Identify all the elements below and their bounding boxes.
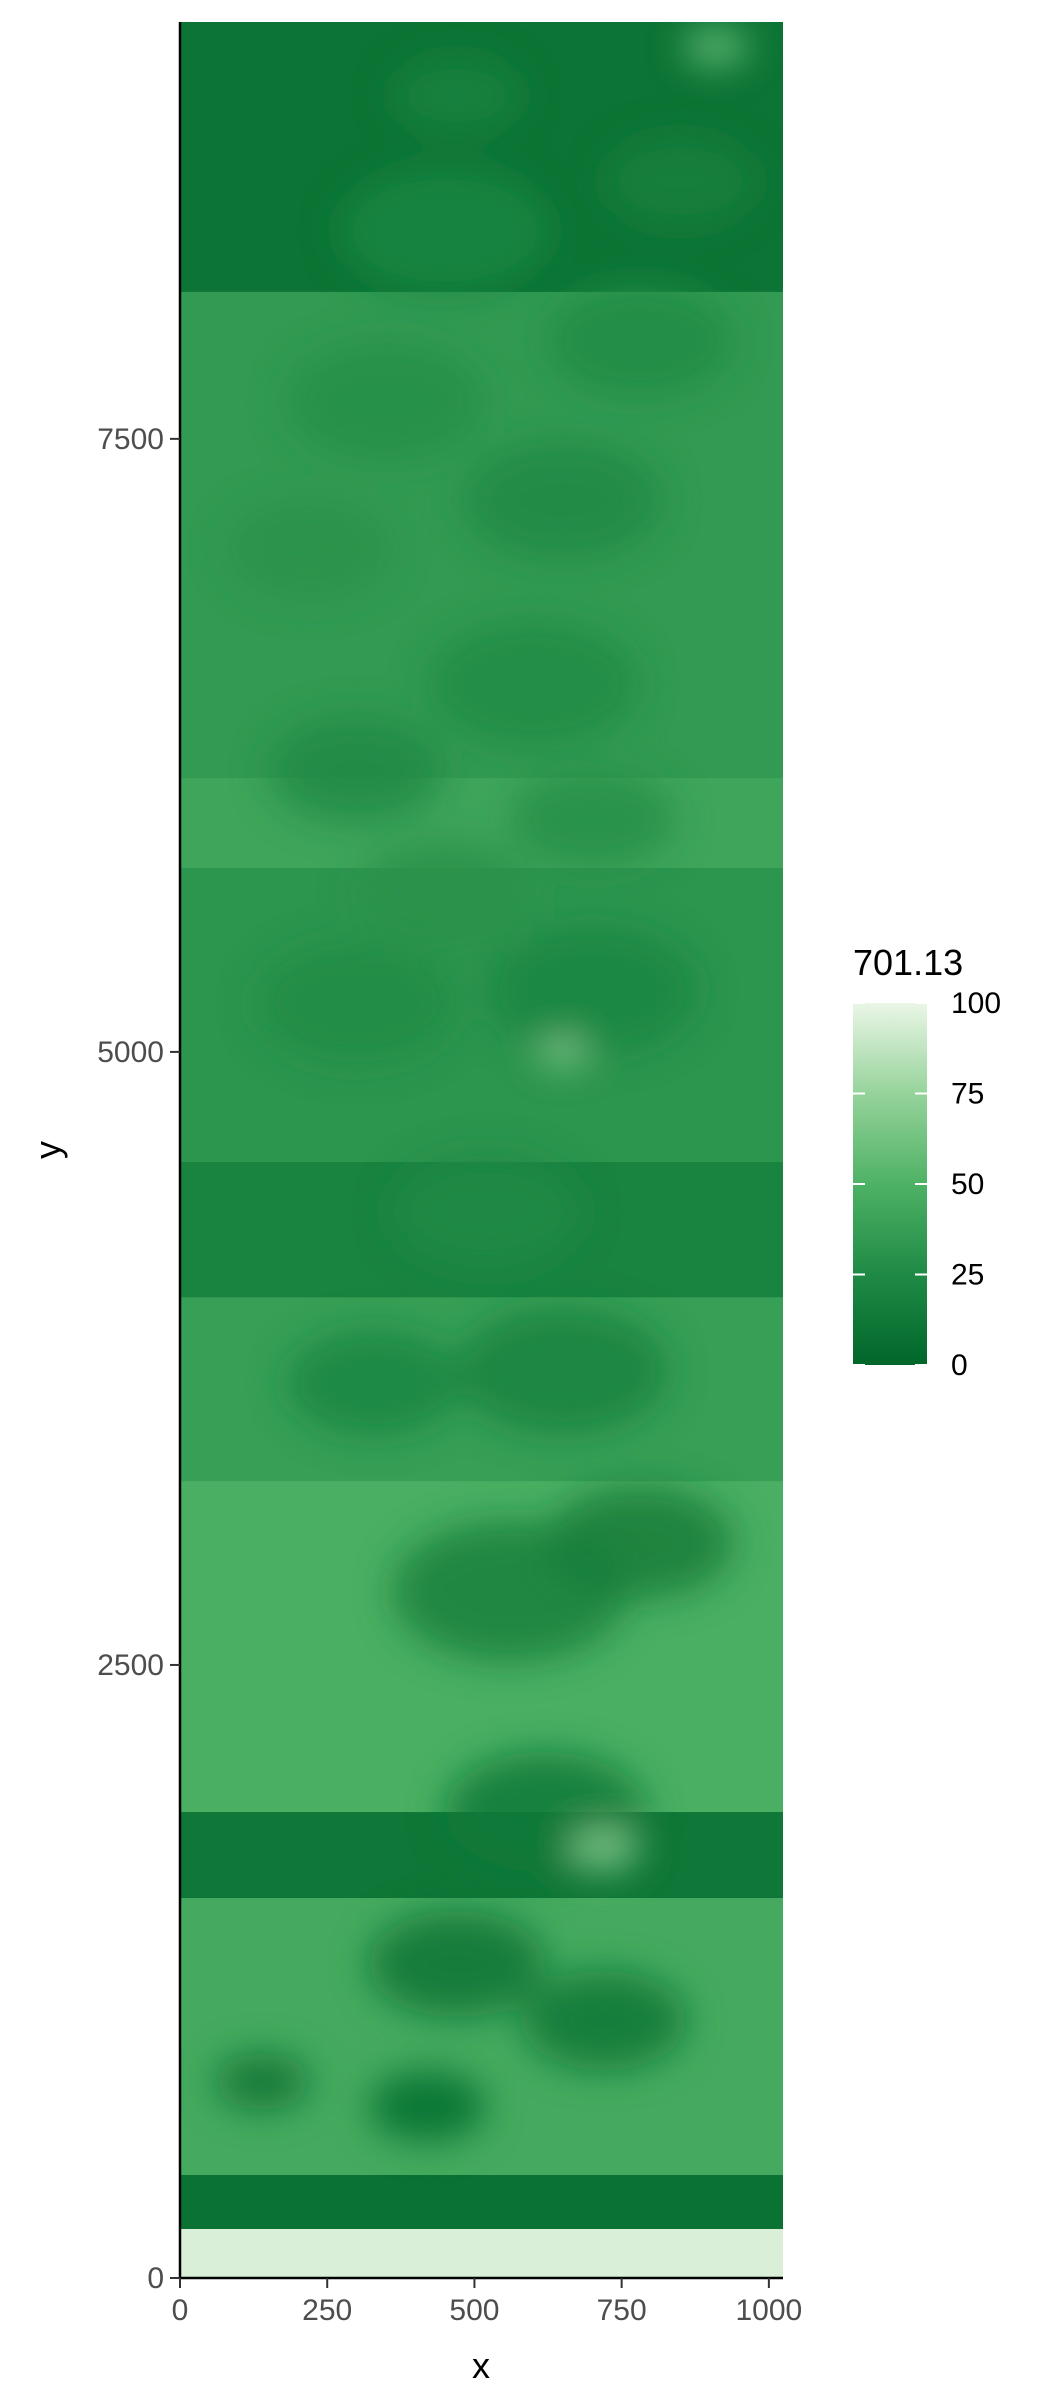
raster-band <box>180 2175 783 2229</box>
legend-tick-label: 0 <box>951 1349 968 1382</box>
x-tick-label: 250 <box>302 2294 352 2327</box>
raster-patch <box>456 1307 669 1435</box>
raster-patch <box>486 927 699 1055</box>
legend-tick-label: 100 <box>951 987 1001 1020</box>
raster-patch <box>356 839 534 946</box>
raster-patch <box>462 440 663 561</box>
raster-patch <box>285 342 487 463</box>
x-tick-label: 0 <box>172 2294 189 2327</box>
legend-colorbar <box>853 1003 927 1365</box>
raster-patch <box>338 166 551 295</box>
raster-patch <box>509 769 675 869</box>
raster-patch <box>215 2053 310 2111</box>
raster-patch <box>683 27 749 66</box>
y-tick-label: 0 <box>147 2262 164 2295</box>
raster-patch <box>227 499 392 599</box>
raster-patch <box>539 1037 587 1067</box>
y-axis-title: y <box>27 1141 68 1159</box>
raster-patches <box>215 27 758 2142</box>
raster-patch <box>285 1329 463 1436</box>
x-axis-title: x <box>472 2345 490 2386</box>
raster-patch <box>603 135 758 228</box>
raster-patch <box>545 284 734 398</box>
legend-title: 701.13 <box>853 942 963 983</box>
x-tick-label: 750 <box>597 2294 647 2327</box>
raster-patch <box>427 620 640 748</box>
raster-patch <box>368 1911 546 2018</box>
raster-patch <box>545 1485 734 1599</box>
y-tick-label: 5000 <box>97 1036 164 1069</box>
x-tick-label: 1000 <box>735 2294 802 2327</box>
y-tick-label: 7500 <box>97 423 164 456</box>
color-legend: 701.13 0 25 50 75 100 <box>853 942 1001 1382</box>
legend-tick-label: 25 <box>951 1259 984 1292</box>
y-axis-ticks: 0 2500 5000 7500 <box>97 423 180 2295</box>
legend-tick-label: 50 <box>951 1168 984 1201</box>
y-tick-label: 2500 <box>97 1649 164 1682</box>
raster-patch <box>368 2071 487 2142</box>
legend-ticks: 0 25 50 75 100 <box>853 987 1001 1382</box>
x-tick-label: 500 <box>449 2294 499 2327</box>
raster-band <box>180 2228 783 2278</box>
x-axis-ticks: 0 250 500 750 1000 <box>172 2278 802 2327</box>
raster-patch <box>391 56 522 135</box>
raster-patch <box>256 942 457 1063</box>
raster-patch <box>391 1154 581 1268</box>
plot-area <box>180 22 783 2278</box>
raster-patch <box>268 716 445 823</box>
raster-patch <box>568 1827 640 1871</box>
raster-patch <box>521 1971 687 2070</box>
legend-tick-label: 75 <box>951 1078 984 1111</box>
